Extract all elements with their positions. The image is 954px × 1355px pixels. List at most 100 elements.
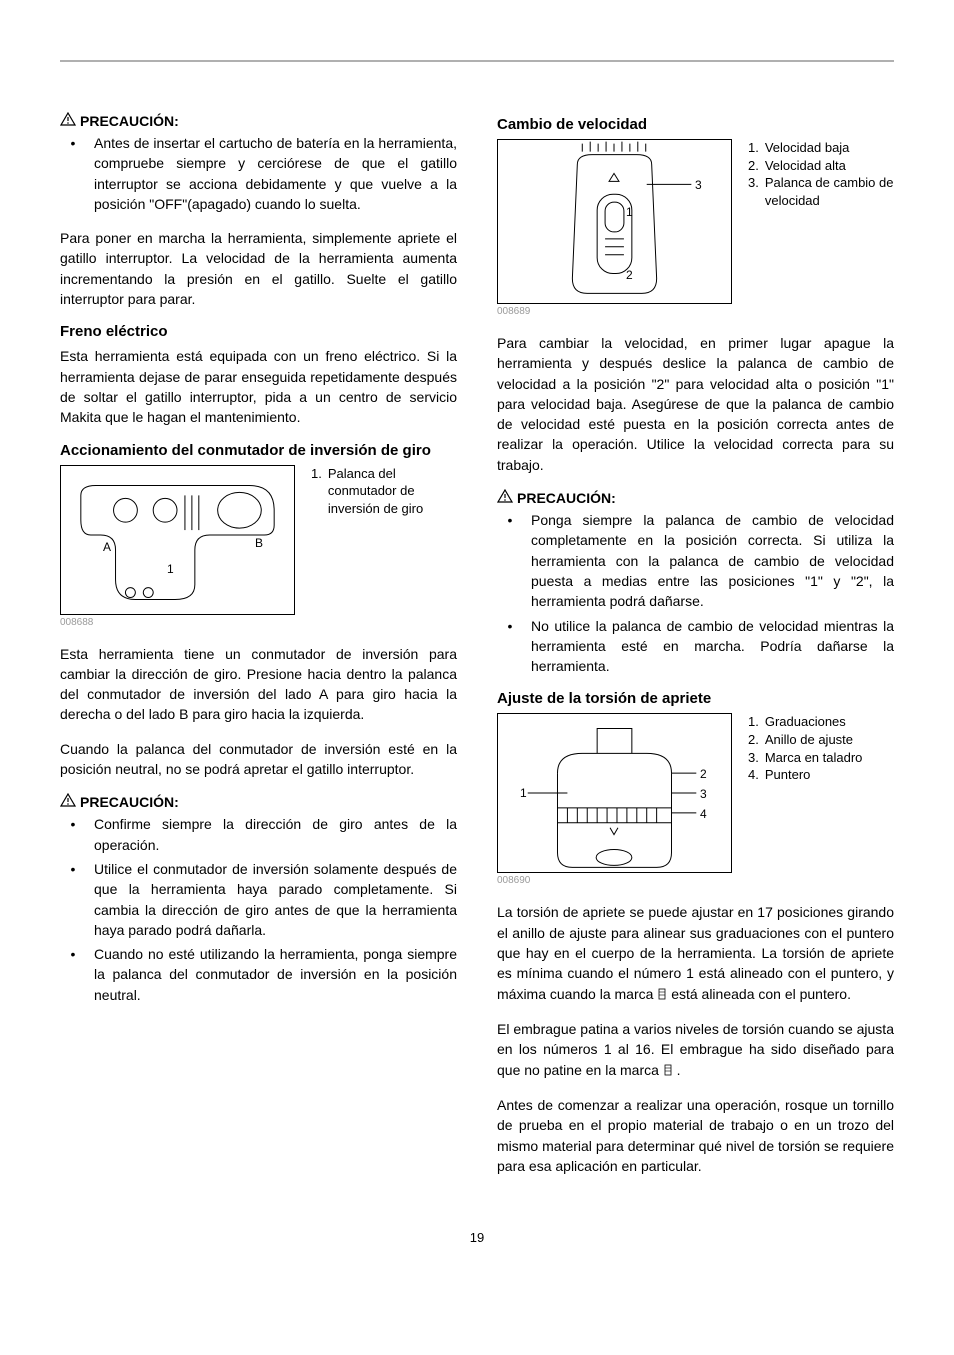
- body-paragraph: Para cambiar la velocidad, en primer lug…: [497, 333, 894, 475]
- figure-callout-2: 2: [700, 767, 707, 781]
- legend-row: 2. Anillo de ajuste: [748, 731, 862, 749]
- precaution-label: PRECAUCIÓN:: [80, 794, 179, 810]
- legend-number: 2.: [748, 157, 759, 175]
- figure-code: 008688: [60, 617, 457, 628]
- figure-legend: 1. Velocidad baja 2. Velocidad alta 3. P…: [748, 139, 894, 209]
- bullet-icon: •: [507, 616, 513, 677]
- drill-front-svg: [498, 713, 731, 873]
- drill-mark-icon: [663, 1061, 673, 1081]
- list-item-text: Utilice el conmutador de inversión solam…: [94, 859, 457, 940]
- section-heading-ajuste: Ajuste de la torsión de apriete: [497, 690, 894, 707]
- figure-block-008690: 1 2 3 4 1. Graduaciones 2. Anillo de aju…: [497, 713, 894, 873]
- precaution-list: • Confirme siempre la dirección de giro a…: [60, 814, 457, 1005]
- page-number: 19: [60, 1230, 894, 1245]
- list-item-text: Antes de insertar el cartucho de batería…: [94, 133, 457, 214]
- warning-icon: [497, 489, 513, 505]
- figure-legend: 1. Palanca del conmutador de inversión d…: [311, 465, 457, 518]
- list-item-text: No utilice la palanca de cambio de veloc…: [531, 616, 894, 677]
- legend-number: 1.: [748, 713, 759, 731]
- figure-block-008688: A B 1 1. Palanca del conmutador de inver…: [60, 465, 457, 615]
- legend-number: 1.: [748, 139, 759, 157]
- legend-text: Puntero: [765, 766, 863, 784]
- legend-text: Palanca de cambio de velocidad: [765, 174, 894, 209]
- bullet-icon: •: [507, 510, 513, 611]
- precaution-list: •Ponga siempre la palanca de cambio de v…: [497, 510, 894, 676]
- legend-text: Palanca del conmutador de inversión de g…: [328, 465, 457, 518]
- figure-image: 1 2 3 4: [497, 713, 732, 873]
- figure-callout-4: 4: [700, 807, 707, 821]
- drill-mark-icon: [657, 985, 667, 1005]
- list-item-text: Confirme siempre la dirección de giro an…: [94, 814, 457, 855]
- legend-row: 3. Palanca de cambio de velocidad: [748, 174, 894, 209]
- figure-code: 008690: [497, 875, 894, 886]
- precaution-list: •Antes de insertar el cartucho de baterí…: [60, 133, 457, 214]
- two-column-layout: PRECAUCIÓN: •Antes de insertar el cartuc…: [60, 112, 894, 1190]
- list-item: • Cuando no esté utilizando la herramient…: [60, 944, 457, 1005]
- legend-text: Velocidad alta: [765, 157, 894, 175]
- precaution-heading: PRECAUCIÓN:: [60, 793, 457, 810]
- figure-callout-3: 3: [695, 178, 702, 192]
- list-item: • No utilice la palanca de cambio de velo…: [497, 616, 894, 677]
- right-column: Cambio de velocidad 3: [497, 112, 894, 1190]
- precaution-label: PRECAUCIÓN:: [517, 490, 616, 506]
- text-span: .: [677, 1062, 681, 1078]
- legend-text: Graduaciones: [765, 713, 863, 731]
- figure-image: A B 1: [60, 465, 295, 615]
- text-span: está alineada con el puntero.: [671, 986, 851, 1002]
- figure-callout-3: 3: [700, 787, 707, 801]
- bullet-icon: •: [70, 814, 76, 855]
- legend-text: Anillo de ajuste: [765, 731, 863, 749]
- legend-row: 2. Velocidad alta: [748, 157, 894, 175]
- legend-row: 1. Graduaciones: [748, 713, 862, 731]
- page-top-rule: [60, 60, 894, 62]
- bullet-icon: •: [70, 859, 76, 940]
- figure-callout-B: B: [255, 536, 263, 550]
- list-item: •Ponga siempre la palanca de cambio de v…: [497, 510, 894, 611]
- body-paragraph: Esta herramienta tiene un conmutador de …: [60, 644, 457, 725]
- precaution-heading: PRECAUCIÓN:: [497, 489, 894, 506]
- warning-icon: [60, 793, 76, 809]
- warning-icon: [60, 112, 76, 128]
- body-paragraph: Esta herramienta está equipada con un fr…: [60, 346, 457, 427]
- legend-number: 3.: [748, 174, 759, 209]
- text-span: El embrague patina a varios niveles de t…: [497, 1021, 894, 1078]
- drill-top-svg: [498, 139, 731, 304]
- figure-legend: 1. Graduaciones 2. Anillo de ajuste 3. M…: [748, 713, 862, 783]
- figure-code: 008689: [497, 306, 894, 317]
- legend-row: 1. Palanca del conmutador de inversión d…: [311, 465, 457, 518]
- body-paragraph: El embrague patina a varios niveles de t…: [497, 1019, 894, 1081]
- left-column: PRECAUCIÓN: •Antes de insertar el cartuc…: [60, 112, 457, 1190]
- body-paragraph: Cuando la palanca del conmutador de inve…: [60, 739, 457, 780]
- legend-number: 1.: [311, 465, 322, 518]
- precaution-heading: PRECAUCIÓN:: [60, 112, 457, 129]
- list-item: •Antes de insertar el cartucho de baterí…: [60, 133, 457, 214]
- list-item-text: Ponga siempre la palanca de cambio de ve…: [531, 510, 894, 611]
- section-heading-accion: Accionamiento del conmutador de inversió…: [60, 442, 457, 459]
- precaution-label: PRECAUCIÓN:: [80, 113, 179, 129]
- figure-callout-1: 1: [167, 562, 174, 576]
- legend-text: Velocidad baja: [765, 139, 894, 157]
- figure-callout-A: A: [103, 540, 111, 554]
- figure-image: 3 1 2: [497, 139, 732, 304]
- figure-callout-1: 1: [520, 786, 527, 800]
- legend-number: 4.: [748, 766, 759, 784]
- bullet-icon: •: [70, 133, 76, 214]
- legend-number: 3.: [748, 749, 759, 767]
- body-paragraph: Antes de comenzar a realizar una operaci…: [497, 1095, 894, 1176]
- list-item-text: Cuando no esté utilizando la herramienta…: [94, 944, 457, 1005]
- figure-callout-1: 1: [626, 205, 633, 219]
- figure-callout-2: 2: [626, 268, 633, 282]
- list-item: •Utilice el conmutador de inversión sola…: [60, 859, 457, 940]
- figure-block-008689: 3 1 2 1. Velocidad baja 2. Velocidad alt…: [497, 139, 894, 304]
- legend-number: 2.: [748, 731, 759, 749]
- legend-row: 1. Velocidad baja: [748, 139, 894, 157]
- body-paragraph: Para poner en marcha la herramienta, sim…: [60, 228, 457, 309]
- legend-row: 4. Puntero: [748, 766, 862, 784]
- section-heading-freno: Freno eléctrico: [60, 323, 457, 340]
- body-paragraph: La torsión de apriete se puede ajustar e…: [497, 902, 894, 1005]
- bullet-icon: •: [70, 944, 76, 1005]
- legend-text: Marca en taladro: [765, 749, 863, 767]
- section-heading-cambio: Cambio de velocidad: [497, 116, 894, 133]
- legend-row: 3. Marca en taladro: [748, 749, 862, 767]
- list-item: • Confirme siempre la dirección de giro a…: [60, 814, 457, 855]
